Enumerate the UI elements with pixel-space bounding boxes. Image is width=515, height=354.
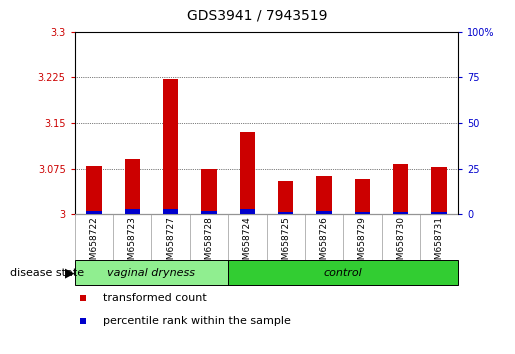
Bar [163, 209, 178, 214]
Bar [125, 209, 140, 214]
Bar [432, 167, 447, 214]
Text: vaginal dryness: vaginal dryness [108, 268, 195, 278]
Text: percentile rank within the sample: percentile rank within the sample [103, 316, 291, 326]
Bar [393, 164, 408, 214]
Text: control: control [324, 268, 363, 278]
Bar [125, 160, 140, 214]
Bar [355, 179, 370, 214]
Bar [432, 212, 447, 214]
Text: GDS3941 / 7943519: GDS3941 / 7943519 [187, 9, 328, 23]
Bar [316, 211, 332, 214]
Bar [201, 211, 217, 214]
Bar [278, 181, 294, 214]
Text: GSM658728: GSM658728 [204, 216, 213, 272]
Bar [75, 260, 228, 285]
Text: GSM658729: GSM658729 [358, 216, 367, 272]
Bar [239, 132, 255, 214]
Text: GSM658727: GSM658727 [166, 216, 175, 272]
Text: GSM658725: GSM658725 [281, 216, 290, 272]
Bar [393, 212, 408, 214]
Text: GSM658723: GSM658723 [128, 216, 136, 272]
Bar [228, 260, 458, 285]
Bar [163, 79, 178, 214]
Bar [239, 209, 255, 214]
Text: GSM658726: GSM658726 [320, 216, 329, 272]
Bar [316, 176, 332, 214]
Text: GSM658722: GSM658722 [90, 216, 98, 271]
Text: GSM658724: GSM658724 [243, 216, 252, 271]
Bar [355, 212, 370, 214]
Text: ▶: ▶ [65, 267, 74, 280]
Bar [201, 169, 217, 214]
Bar [86, 211, 101, 214]
Text: disease state: disease state [10, 268, 84, 278]
Text: transformed count: transformed count [103, 293, 207, 303]
Text: GSM658730: GSM658730 [397, 216, 405, 272]
Bar [86, 166, 101, 214]
Text: GSM658731: GSM658731 [435, 216, 443, 272]
Bar [278, 212, 294, 214]
